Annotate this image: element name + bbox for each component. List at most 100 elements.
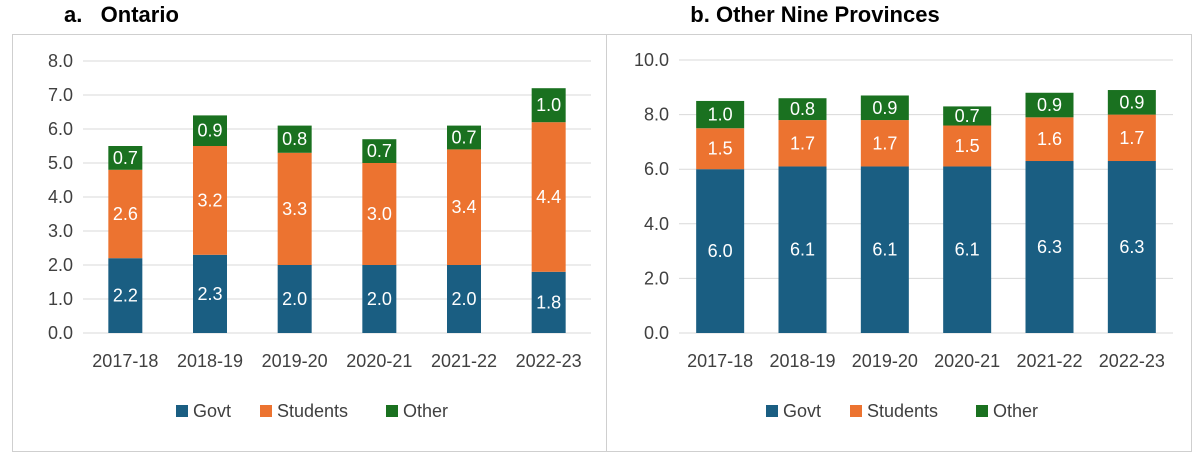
chart-a-y-tick-label: 3.0 [48, 221, 73, 241]
chart-b-data-label: 0.7 [955, 106, 980, 126]
chart-a-bar-other-2020-21 [362, 139, 397, 163]
chart-a-data-label: 4.4 [536, 187, 561, 207]
chart-b-data-label: 1.7 [790, 133, 815, 153]
chart-a-data-label: 2.6 [113, 204, 138, 224]
chart-b-y-tick-label: 4.0 [644, 214, 669, 234]
chart-a-legend-swatch-students [260, 405, 272, 417]
chart-a-bar-govt-2019-20 [277, 265, 312, 333]
chart-a-bar-govt-2020-21 [362, 265, 397, 333]
chart-b-y-tick-label: 10.0 [634, 50, 669, 70]
chart-a-data-label: 2.3 [197, 284, 222, 304]
chart-a-bar-students-2020-21 [362, 163, 397, 265]
chart-b-data-label: 1.7 [1119, 128, 1144, 148]
chart-a-y-tick-label: 0.0 [48, 323, 73, 343]
chart-a-data-label: 1.0 [536, 95, 561, 115]
chart-a-x-tick-label: 2022-23 [516, 351, 582, 371]
chart-a-data-label: 0.9 [197, 121, 222, 141]
chart-b-data-label: 6.1 [955, 240, 980, 260]
chart-a-legend-label: Other [403, 401, 448, 421]
chart-b-bar-govt-2018-19 [778, 166, 827, 333]
chart-b-y-tick-label: 0.0 [644, 323, 669, 343]
chart-b-data-label: 1.5 [708, 139, 733, 159]
chart-a-x-tick-label: 2018-19 [177, 351, 243, 371]
chart-b-plot: 0.0 2.0 4.0 6.0 8.0 10.0 6.0 1.5 1.0 2017-18 6.1 1.… [634, 50, 1173, 421]
chart-b-x-tick-label: 2022-23 [1099, 351, 1165, 371]
chart-b-legend-swatch-other [976, 405, 988, 417]
chart-a-data-label: 0.7 [367, 141, 392, 161]
chart-a-data-label: 0.8 [282, 129, 307, 149]
chart-b-data-label: 6.3 [1037, 237, 1062, 257]
chart-a-bar-other-2017-18 [108, 146, 143, 170]
chart-a-panel: 0.0 1.0 2.0 3.0 4.0 5.0 6.0 7.0 8.0 2.2 2.6 0.7 2017… [12, 34, 608, 452]
chart-b-x-tick-label: 2020-21 [934, 351, 1000, 371]
chart-a-data-label: 2.0 [367, 289, 392, 309]
chart-a-bar-other-2018-19 [193, 115, 227, 146]
chart-a-bar-students-2017-18 [108, 169, 143, 259]
chart-a-bar-students-2018-19 [193, 146, 227, 255]
chart-a-x-tick-label: 2017-18 [92, 351, 158, 371]
chart-b-data-label: 1.6 [1037, 129, 1062, 149]
chart-b-data-label: 1.5 [955, 136, 980, 156]
chart-a-data-label: 3.3 [282, 199, 307, 219]
chart-a-y-tick-label: 5.0 [48, 153, 73, 173]
chart-b-x-tick-label: 2021-22 [1016, 351, 1082, 371]
chart-b-bar-students-2017-18 [696, 128, 745, 170]
chart-a-y-tick-label: 8.0 [48, 51, 73, 71]
chart-b-data-label: 6.1 [872, 240, 897, 260]
chart-a-legend-swatch-other [386, 405, 398, 417]
chart-b-bar-students-2022-23 [1107, 114, 1156, 162]
chart-a-y-tick-label: 7.0 [48, 85, 73, 105]
chart-a-bar-students-2019-20 [277, 152, 312, 265]
chart-a-bar-students-2021-22 [447, 149, 481, 265]
chart-b-bar-students-2018-19 [778, 120, 827, 167]
chart-a-bar-other-2021-22 [447, 125, 481, 150]
chart-b-bar-govt-2020-21 [943, 166, 992, 333]
chart-b-legend-label: Other [993, 401, 1038, 421]
chart-a-x-tick-label: 2019-20 [262, 351, 328, 371]
chart-a-data-label: 3.4 [451, 197, 476, 217]
chart-b-y-tick-label: 2.0 [644, 268, 669, 288]
chart-a-data-label: 2.0 [282, 289, 307, 309]
chart-a-data-label: 3.0 [367, 204, 392, 224]
chart-b-bar-govt-2022-23 [1107, 161, 1156, 333]
chart-a-data-label: 2.2 [113, 286, 138, 306]
chart-b-bar-other-2018-19 [778, 98, 827, 121]
chart-b-bar-students-2020-21 [943, 125, 992, 167]
chart-b-x-tick-label: 2017-18 [687, 351, 753, 371]
chart-b-bar-other-2022-23 [1107, 90, 1156, 115]
chart-b-title: b. Other Nine Provinces [690, 2, 940, 27]
chart-b-data-label: 0.9 [1037, 95, 1062, 115]
chart-a-bar-other-2019-20 [277, 125, 312, 153]
chart-b-bar-students-2019-20 [860, 120, 909, 167]
chart-a-bar-govt-2021-22 [447, 265, 481, 333]
chart-a-data-label: 0.7 [113, 148, 138, 168]
chart-a-bar-govt-2022-23 [531, 271, 566, 333]
chart-b-bar-students-2021-22 [1025, 117, 1074, 162]
chart-b-x-tick-label: 2019-20 [852, 351, 918, 371]
chart-a-plot: 0.0 1.0 2.0 3.0 4.0 5.0 6.0 7.0 8.0 2.2 2.6 0.7 2017… [48, 51, 591, 421]
chart-b-y-tick-label: 8.0 [644, 105, 669, 125]
chart-b-bar-govt-2019-20 [860, 166, 909, 333]
chart-b-data-label: 0.9 [1119, 92, 1144, 112]
chart-a-y-tick-label: 2.0 [48, 255, 73, 275]
chart-b-bar-other-2020-21 [943, 106, 992, 126]
chart-b-legend-label: Govt [783, 401, 821, 421]
chart-b-data-label: 1.0 [708, 105, 733, 125]
chart-a-bar-govt-2017-18 [108, 258, 143, 333]
chart-b-bar-govt-2021-22 [1025, 161, 1074, 333]
chart-b-data-label: 6.1 [790, 240, 815, 260]
chart-a-data-label: 3.2 [197, 190, 222, 210]
chart-a-legend-swatch-govt [176, 405, 188, 417]
chart-a-y-tick-label: 6.0 [48, 119, 73, 139]
chart-b-data-label: 6.3 [1119, 237, 1144, 257]
chart-b-y-tick-label: 6.0 [644, 159, 669, 179]
chart-b-data-label: 1.7 [872, 133, 897, 153]
chart-b-bar-other-2019-20 [860, 95, 909, 121]
chart-a-data-label: 1.8 [536, 292, 561, 312]
chart-a-y-tick-label: 4.0 [48, 187, 73, 207]
chart-a-x-tick-label: 2020-21 [346, 351, 412, 371]
chart-b-bar-govt-2017-18 [696, 169, 745, 333]
chart-a-legend-label: Govt [193, 401, 231, 421]
chart-b-bar-other-2017-18 [696, 100, 745, 129]
chart-a-y-tick-label: 1.0 [48, 289, 73, 309]
